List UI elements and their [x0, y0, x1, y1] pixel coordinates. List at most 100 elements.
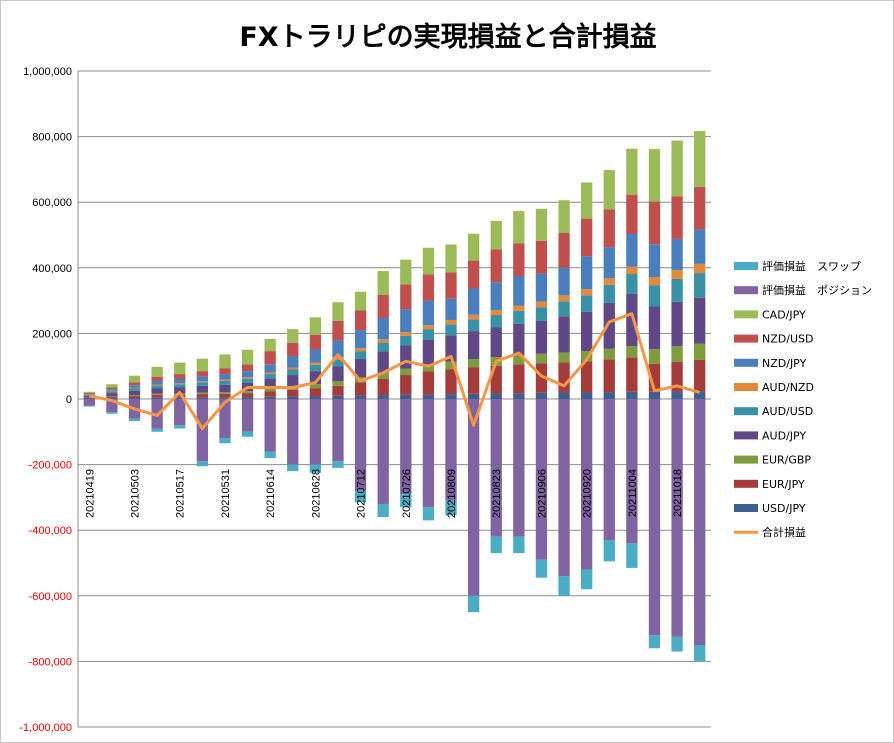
bar-segment — [377, 351, 389, 373]
bar-segment — [354, 291, 367, 311]
bar-segment — [671, 270, 683, 279]
bar-segment — [106, 397, 118, 399]
y-axis: 1,000,000 800,000 600,000 400,000 200,000 0 -2… — [19, 66, 79, 734]
bar-segment — [558, 316, 570, 353]
legend-label: 評価損益 ポジション — [762, 283, 872, 297]
bar-segment — [287, 396, 299, 399]
bar-segment — [287, 356, 299, 368]
bar-segment — [83, 393, 95, 395]
legend-swatch — [734, 262, 758, 270]
bar-segment — [467, 314, 480, 320]
bar-segment — [264, 391, 276, 397]
bar-segment — [490, 310, 502, 316]
bar-segment — [106, 390, 118, 392]
bar-segment — [151, 384, 163, 386]
bar-segment — [287, 342, 299, 357]
bar-segment — [581, 295, 593, 312]
bar-segment — [264, 396, 276, 399]
bar-segment — [513, 355, 525, 365]
bar-segment — [377, 503, 389, 518]
bar-segment — [558, 399, 570, 577]
bar-segment — [490, 249, 502, 283]
bar-segment — [445, 244, 457, 273]
bar-segment — [219, 393, 231, 398]
bar-segment — [174, 384, 186, 388]
bar-segment — [106, 412, 118, 414]
bar-segment — [241, 349, 254, 365]
bar-segment — [467, 233, 480, 261]
x-tick-label: 20210823 — [491, 469, 503, 518]
bar-segment — [581, 569, 593, 590]
bar-segment — [174, 378, 186, 384]
legend-swatch — [734, 407, 758, 416]
bar-segment — [694, 645, 706, 662]
bar-segment — [309, 388, 322, 397]
bar-segment — [83, 394, 95, 395]
bar-segment — [648, 363, 661, 392]
bar-segment — [581, 361, 593, 393]
bar-segment — [513, 399, 525, 537]
x-tick-label: 20210920 — [582, 469, 594, 518]
bar-segment — [445, 369, 457, 395]
bar-segment — [513, 393, 525, 399]
bar-segment — [354, 358, 367, 378]
bar-segment — [558, 233, 570, 268]
bar-segment — [264, 364, 276, 373]
y-tick-label: 800,000 — [32, 132, 72, 144]
bar-segment — [196, 461, 208, 467]
bar-segment — [196, 382, 208, 386]
bar-segment — [535, 399, 548, 560]
bar-segment — [174, 383, 186, 385]
bar-segment — [581, 289, 593, 296]
bar-segment — [151, 428, 163, 432]
bar-segment — [513, 364, 525, 394]
bar-segment — [626, 293, 638, 347]
bar-segment — [332, 461, 344, 468]
bar-segment — [558, 352, 570, 363]
bar-segment — [196, 399, 208, 462]
bar-segment — [377, 295, 389, 318]
bar-segment — [219, 368, 231, 375]
bar-segment — [196, 394, 208, 398]
bar-segment — [558, 392, 570, 399]
bar-segment — [264, 338, 276, 352]
bar-segment — [400, 494, 412, 508]
bar-segment — [400, 335, 412, 346]
bar-segment — [648, 306, 661, 350]
legend-swatch — [734, 286, 758, 295]
bar-segment — [332, 366, 344, 382]
bar-segment — [467, 399, 480, 596]
bar-segment — [377, 339, 389, 343]
bar-segment — [581, 351, 593, 362]
bar-segment — [467, 393, 480, 399]
bar-segment — [241, 399, 254, 432]
bar-segment — [174, 399, 186, 426]
bar-segment — [513, 276, 525, 306]
bar-segment — [377, 395, 389, 399]
bar-segment — [354, 330, 367, 349]
bar-segment — [128, 395, 141, 397]
bar-segment — [648, 276, 661, 286]
y-tick-label: -800,000 — [29, 656, 72, 668]
bar-segment — [264, 378, 276, 389]
bar-segment — [241, 431, 254, 437]
bar-segment — [558, 301, 570, 317]
y-tick-label: 200,000 — [32, 328, 72, 340]
legend-swatch — [734, 479, 758, 488]
bar-segment — [174, 374, 186, 379]
bar-segment — [603, 540, 615, 562]
bar-segment — [196, 358, 208, 372]
legend-swatch — [734, 504, 758, 512]
bar-segment — [332, 340, 344, 358]
bar-segment — [354, 399, 367, 491]
y-tick-label: 1,000,000 — [23, 66, 72, 78]
bar-segment — [648, 285, 661, 307]
bar-segment — [219, 384, 231, 393]
bar-segment — [128, 396, 141, 399]
bar-segment — [490, 393, 502, 399]
bar-segment — [513, 323, 525, 356]
bar-segment — [241, 371, 254, 378]
bar-segment — [309, 464, 322, 473]
bar-segment — [445, 394, 457, 399]
